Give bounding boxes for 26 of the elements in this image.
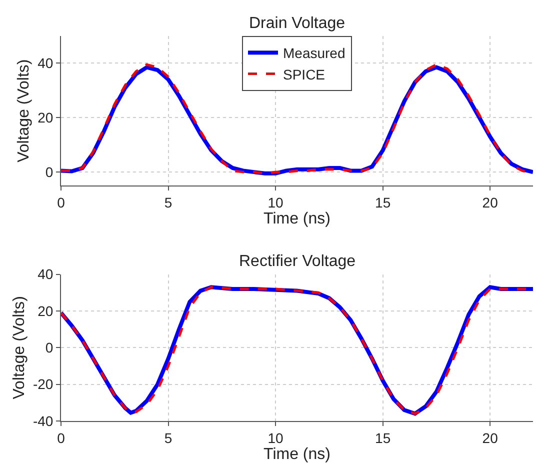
x-tick-label: 20	[482, 430, 498, 446]
y-axis-title: Voltage (Volts)	[10, 296, 28, 400]
x-tick-label: 10	[268, 430, 284, 446]
x-tick-label: 5	[164, 194, 172, 210]
x-tick-label: 0	[57, 430, 66, 446]
legend-label: SPICE	[283, 66, 326, 82]
y-tick-label: 40	[38, 55, 54, 72]
y-tick-label: -40	[32, 412, 54, 429]
x-tick-label: 15	[375, 430, 391, 446]
legend-label: Measured	[283, 45, 346, 62]
x-tick-label: 0	[57, 194, 66, 210]
x-tick-label: 10	[268, 194, 284, 210]
y-tick-label: 20	[38, 110, 54, 126]
y-tick-label: 0	[45, 164, 54, 180]
x-tick-label: 20	[482, 194, 498, 210]
y-tick-label: -20	[32, 376, 54, 392]
y-tick-label: 20	[38, 302, 54, 319]
y-tick-label: 0	[45, 340, 54, 356]
x-axis-title: Time (ns)	[264, 210, 330, 228]
x-axis-title: Time (ns)	[264, 446, 330, 463]
chart-title: Drain Voltage	[249, 15, 346, 32]
chart-title: Rectifier Voltage	[239, 253, 356, 270]
y-tick-label: 40	[38, 266, 54, 282]
y-axis-title: Voltage (Volts)	[16, 59, 33, 162]
x-tick-label: 15	[375, 194, 391, 210]
x-tick-label: 5	[164, 430, 172, 446]
